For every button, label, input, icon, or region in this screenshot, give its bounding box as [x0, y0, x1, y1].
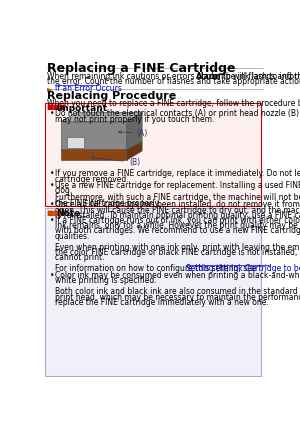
Text: Setting the Ink Cartridge to be Used: Setting the Ink Cartridge to be Used — [186, 264, 300, 273]
Text: (A): (A) — [118, 128, 148, 137]
FancyBboxPatch shape — [67, 137, 84, 148]
Text: open. This will cause the FINE cartridge to dry out, and the machine may not ope: open. This will cause the FINE cartridge… — [55, 206, 300, 215]
Text: cannot print.: cannot print. — [55, 254, 104, 262]
Text: replace the FINE cartridge immediately with a new one.: replace the FINE cartridge immediately w… — [55, 298, 268, 307]
Text: Note: Note — [56, 209, 80, 218]
Text: Alarm: Alarm — [196, 72, 221, 81]
Text: the color FINE cartridge or black FINE cartridge is not installed, an error occu: the color FINE cartridge or black FINE c… — [55, 248, 300, 257]
FancyBboxPatch shape — [61, 149, 127, 160]
Text: If you remove a FINE cartridge, replace it immediately. Do not leave the machine: If you remove a FINE cartridge, replace … — [55, 170, 300, 179]
Text: ink remains, only for a while. However the print quality may be reduced compared: ink remains, only for a while. However t… — [55, 221, 300, 230]
Text: Once a FINE cartridge has been installed, do not remove it from the machine and : Once a FINE cartridge has been installed… — [55, 200, 300, 209]
Text: ■■■: ■■■ — [47, 209, 67, 215]
Text: •: • — [50, 200, 54, 209]
Text: Even when printing with one ink only, print with leaving the empty FINE cartridg: Even when printing with one ink only, pr… — [55, 243, 300, 251]
Text: the error. Count the number of flashes and take appropriate action.: the error. Count the number of flashes a… — [47, 77, 300, 86]
Polygon shape — [61, 112, 142, 122]
Polygon shape — [127, 112, 142, 151]
Text: If a FINE cartridge runs out of ink, you can print with either color or black FI: If a FINE cartridge runs out of ink, you… — [55, 216, 300, 225]
FancyBboxPatch shape — [45, 103, 261, 206]
Text: print head, which may be necessary to maintain the performance of the machine. W: print head, which may be necessary to ma… — [55, 293, 300, 301]
Text: may not print properly if you touch them.: may not print properly if you touch them… — [55, 115, 214, 124]
Text: lamp will flash to inform you of: lamp will flash to inform you of — [209, 72, 300, 81]
Text: cartridge removed.: cartridge removed. — [55, 175, 128, 184]
Text: Do not touch the electrical contacts (A) or print head nozzle (B) on a FINE cart: Do not touch the electrical contacts (A)… — [55, 109, 300, 118]
Text: •: • — [50, 271, 54, 280]
Text: If an Error Occurs: If an Error Occurs — [55, 84, 122, 93]
Text: Replacing a FINE Cartridge: Replacing a FINE Cartridge — [47, 61, 235, 75]
Text: qualities.: qualities. — [55, 232, 90, 241]
Text: is reinstalled. To maintain optimal printing quality, use a FINE cartridge withi: is reinstalled. To maintain optimal prin… — [55, 211, 300, 220]
Polygon shape — [127, 142, 142, 160]
Text: Color ink may be consumed even when printing a black-and-white document or when : Color ink may be consumed even when prin… — [55, 271, 300, 280]
Text: clog.: clog. — [55, 187, 73, 195]
Text: with both cartridges. We recommend to use a new FINE cartridge in order to obtai: with both cartridges. We recommend to us… — [55, 226, 300, 235]
Text: (B): (B) — [92, 156, 140, 167]
Text: For information on how to configure this setting, see: For information on how to configure this… — [55, 264, 258, 273]
Text: •: • — [50, 216, 54, 225]
FancyBboxPatch shape — [61, 122, 127, 151]
Text: •: • — [50, 109, 54, 118]
Text: Both color ink and black ink are also consumed in the standard cleaning and deep: Both color ink and black ink are also co… — [55, 287, 300, 296]
Text: When remaining ink cautions or errors occur, the ink lamps and the: When remaining ink cautions or errors oc… — [47, 72, 300, 81]
Text: ►: ► — [47, 84, 53, 93]
Text: •: • — [50, 170, 54, 179]
Text: Furthermore, with such a FINE cartridge, the machine will not be able to inform : Furthermore, with such a FINE cartridge,… — [55, 193, 300, 202]
Text: .: . — [278, 264, 280, 273]
Text: the FINE cartridge properly.: the FINE cartridge properly. — [55, 199, 160, 208]
Text: Use a new FINE cartridge for replacement. Installing a used FINE cartridge may c: Use a new FINE cartridge for replacement… — [55, 181, 300, 190]
Text: ■■■: ■■■ — [47, 104, 67, 110]
Text: white printing is specified.: white printing is specified. — [55, 276, 156, 285]
Text: Important: Important — [56, 104, 107, 113]
Text: •: • — [50, 181, 54, 190]
FancyBboxPatch shape — [45, 208, 261, 376]
Text: When you need to replace a FINE cartridge, follow the procedure below.: When you need to replace a FINE cartridg… — [47, 99, 300, 108]
Text: Replacing Procedure: Replacing Procedure — [47, 91, 176, 101]
